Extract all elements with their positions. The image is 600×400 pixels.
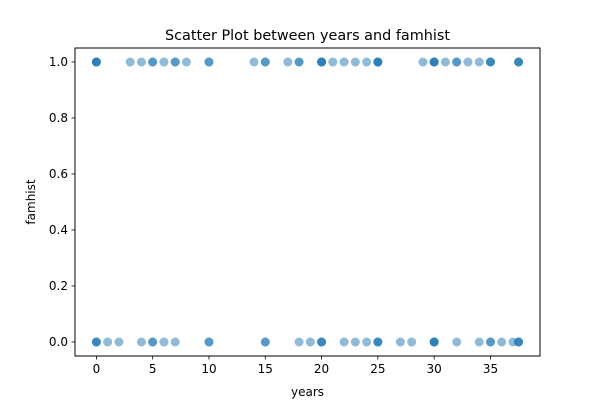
data-point [294, 57, 304, 67]
points-layer [91, 57, 524, 347]
data-point [373, 57, 383, 67]
x-tick-label: 15 [258, 362, 273, 376]
data-point [328, 57, 338, 67]
data-point [362, 337, 372, 347]
y-tick-label: 0.2 [49, 279, 68, 293]
data-point [91, 337, 101, 347]
x-axis-label: years [291, 385, 324, 399]
x-tick-label: 0 [93, 362, 101, 376]
data-point [260, 337, 270, 347]
data-point [474, 337, 484, 347]
x-tick-label: 35 [483, 362, 498, 376]
data-point [204, 57, 214, 67]
data-point [395, 337, 405, 347]
data-point [429, 337, 439, 347]
data-point [170, 57, 180, 67]
data-point [159, 57, 169, 67]
data-point [159, 337, 169, 347]
data-point [283, 57, 293, 67]
data-point [260, 57, 270, 67]
data-point [474, 57, 484, 67]
x-tick-label: 25 [370, 362, 385, 376]
data-point [114, 337, 124, 347]
data-point [452, 57, 462, 67]
data-point [429, 57, 439, 67]
y-tick-label: 1.0 [49, 55, 68, 69]
chart-title: Scatter Plot between years and famhist [165, 28, 450, 44]
plot-frame [74, 47, 541, 357]
data-point [350, 57, 360, 67]
data-point [136, 337, 146, 347]
data-point [103, 337, 113, 347]
data-point [497, 337, 507, 347]
data-point [514, 337, 524, 347]
data-point [418, 57, 428, 67]
data-point [91, 57, 101, 67]
data-point [373, 337, 383, 347]
data-point [317, 57, 327, 67]
data-point [452, 337, 462, 347]
data-point [362, 57, 372, 67]
x-axis-ticks: 0 5 10 15 20 25 30 35 [93, 356, 498, 376]
y-tick-label: 0.8 [49, 111, 68, 125]
y-tick-label: 0.6 [49, 167, 68, 181]
y-tick-label: 0.0 [49, 335, 68, 349]
data-point [485, 337, 495, 347]
data-point [170, 337, 180, 347]
data-point [136, 57, 146, 67]
x-tick-label: 20 [314, 362, 329, 376]
y-axis-label: famhist [24, 179, 38, 224]
data-point [125, 57, 135, 67]
data-point [339, 57, 349, 67]
data-point [463, 57, 473, 67]
data-point [204, 337, 214, 347]
data-point [249, 57, 259, 67]
y-axis-ticks: 0.0 0.2 0.4 0.6 0.8 1.0 [49, 55, 75, 349]
x-tick-label: 5 [149, 362, 157, 376]
data-point [407, 337, 417, 347]
data-point [485, 57, 495, 67]
data-point [181, 57, 191, 67]
data-point [440, 57, 450, 67]
y-tick-label: 0.4 [49, 223, 68, 237]
data-point [148, 337, 158, 347]
data-point [339, 337, 349, 347]
data-point [294, 337, 304, 347]
data-point [148, 57, 158, 67]
x-tick-label: 10 [201, 362, 216, 376]
data-point [514, 57, 524, 67]
data-point [317, 337, 327, 347]
x-tick-label: 30 [427, 362, 442, 376]
data-point [350, 337, 360, 347]
data-point [305, 337, 315, 347]
